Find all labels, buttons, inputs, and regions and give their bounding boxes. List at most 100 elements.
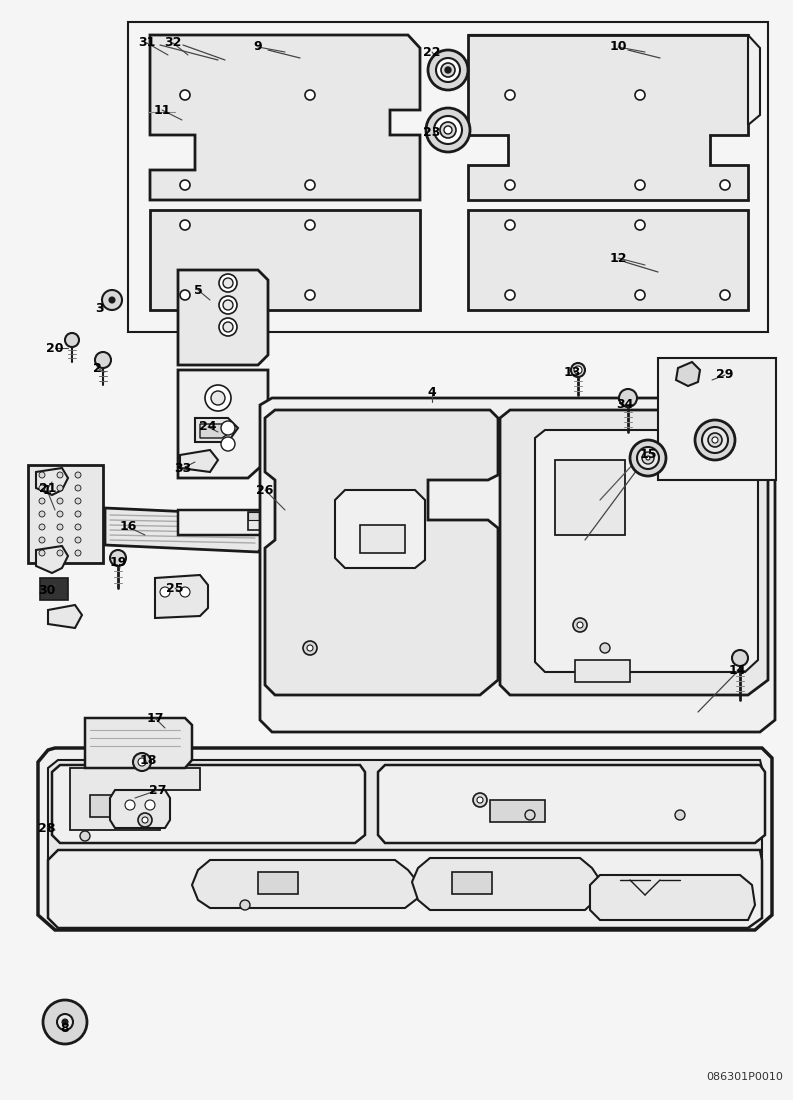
Circle shape xyxy=(426,108,470,152)
Bar xyxy=(570,468,600,498)
Polygon shape xyxy=(48,760,762,922)
Text: 27: 27 xyxy=(149,783,167,796)
Bar xyxy=(248,512,263,520)
Circle shape xyxy=(138,758,146,766)
Circle shape xyxy=(110,550,126,566)
Polygon shape xyxy=(48,605,82,628)
Circle shape xyxy=(307,645,313,651)
Circle shape xyxy=(145,800,155,810)
Circle shape xyxy=(160,587,170,597)
Polygon shape xyxy=(260,398,775,732)
Circle shape xyxy=(223,300,233,310)
Circle shape xyxy=(39,485,45,491)
Polygon shape xyxy=(535,430,758,672)
Text: 14: 14 xyxy=(728,663,745,676)
Text: 2: 2 xyxy=(93,362,102,374)
Bar xyxy=(690,408,720,438)
Circle shape xyxy=(428,50,468,90)
Polygon shape xyxy=(105,508,265,552)
Circle shape xyxy=(75,512,81,517)
Circle shape xyxy=(221,421,235,434)
Polygon shape xyxy=(590,874,755,920)
Bar xyxy=(660,558,690,589)
Circle shape xyxy=(712,437,718,443)
Circle shape xyxy=(219,296,237,314)
Polygon shape xyxy=(468,35,760,125)
Text: 13: 13 xyxy=(563,366,580,379)
Text: 8: 8 xyxy=(61,1022,69,1034)
Circle shape xyxy=(75,524,81,530)
Bar xyxy=(510,528,540,558)
Circle shape xyxy=(702,427,728,453)
Text: 19: 19 xyxy=(109,557,127,570)
Text: 16: 16 xyxy=(119,520,136,534)
Circle shape xyxy=(75,472,81,478)
Bar xyxy=(360,525,405,553)
Circle shape xyxy=(635,290,645,300)
Circle shape xyxy=(305,290,315,300)
Polygon shape xyxy=(200,424,232,438)
Circle shape xyxy=(39,472,45,478)
Polygon shape xyxy=(195,418,238,442)
Bar xyxy=(452,872,492,894)
Circle shape xyxy=(695,420,735,460)
Text: 4: 4 xyxy=(427,386,436,399)
Circle shape xyxy=(708,433,722,447)
Circle shape xyxy=(436,58,460,82)
Bar xyxy=(658,358,776,480)
Circle shape xyxy=(635,90,645,100)
Bar xyxy=(690,468,720,498)
Polygon shape xyxy=(555,460,625,535)
Circle shape xyxy=(720,290,730,300)
Bar xyxy=(630,408,660,438)
Circle shape xyxy=(57,472,63,478)
Circle shape xyxy=(180,220,190,230)
Polygon shape xyxy=(150,35,420,200)
Circle shape xyxy=(57,512,63,517)
Circle shape xyxy=(109,297,115,302)
Polygon shape xyxy=(500,410,768,695)
Circle shape xyxy=(505,180,515,190)
Polygon shape xyxy=(178,270,268,365)
Circle shape xyxy=(138,813,152,827)
Polygon shape xyxy=(178,510,330,535)
Circle shape xyxy=(39,537,45,543)
Circle shape xyxy=(223,278,233,288)
Circle shape xyxy=(525,810,535,820)
Polygon shape xyxy=(180,450,218,472)
Circle shape xyxy=(62,1019,68,1025)
Circle shape xyxy=(142,817,148,823)
Bar xyxy=(570,588,600,618)
Text: 5: 5 xyxy=(193,284,202,297)
Circle shape xyxy=(675,810,685,820)
Polygon shape xyxy=(85,718,192,768)
Text: 32: 32 xyxy=(164,36,182,50)
Circle shape xyxy=(95,352,111,368)
Polygon shape xyxy=(412,858,600,910)
Circle shape xyxy=(574,366,582,374)
Bar xyxy=(540,438,570,468)
Circle shape xyxy=(646,456,650,460)
Circle shape xyxy=(57,537,63,543)
Bar xyxy=(570,528,600,558)
Circle shape xyxy=(505,90,515,100)
Bar xyxy=(510,588,540,618)
Polygon shape xyxy=(36,468,68,495)
Circle shape xyxy=(630,440,666,476)
Text: 15: 15 xyxy=(639,449,657,462)
Polygon shape xyxy=(38,748,772,929)
Polygon shape xyxy=(155,575,208,618)
Bar xyxy=(660,498,690,528)
Text: car parts: car parts xyxy=(310,572,464,601)
Polygon shape xyxy=(468,35,748,200)
Bar xyxy=(258,872,298,894)
Circle shape xyxy=(223,322,233,332)
Circle shape xyxy=(39,550,45,556)
Circle shape xyxy=(505,290,515,300)
Circle shape xyxy=(180,587,190,597)
Text: 30: 30 xyxy=(38,583,56,596)
Bar xyxy=(630,528,660,558)
Polygon shape xyxy=(28,465,103,563)
Polygon shape xyxy=(70,768,200,830)
Circle shape xyxy=(303,641,317,654)
